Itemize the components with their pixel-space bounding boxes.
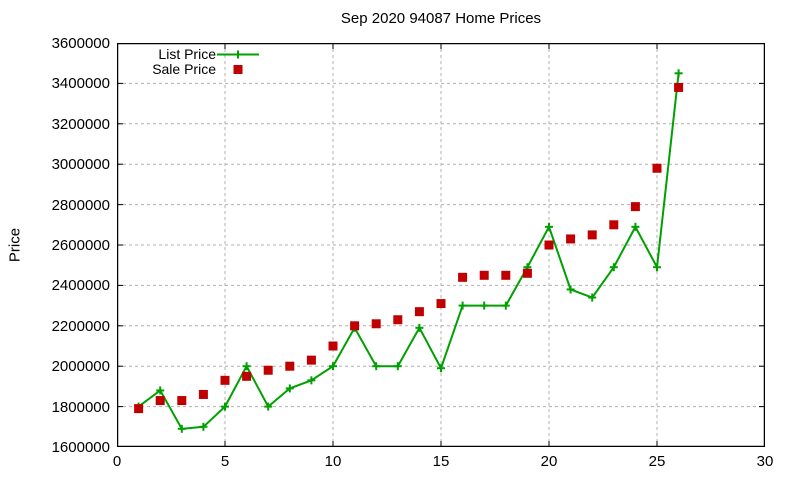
y-tick-label: 2800000: [51, 196, 110, 214]
legend-item-sale-price: Sale Price: [117, 62, 272, 77]
plot-canvas: [117, 43, 765, 447]
x-tick-label: 5: [220, 453, 230, 470]
x-tick-label: 25: [648, 453, 666, 470]
y-tick-label: 2600000: [51, 237, 110, 254]
legend-label: List Price: [158, 46, 216, 62]
y-tick-label: 3400000: [51, 75, 110, 93]
y-tick-label: 3000000: [51, 156, 110, 174]
y-tick-label: 3600000: [51, 35, 110, 52]
x-tick-label: 30: [756, 453, 774, 470]
chart-title: Sep 2020 94087 Home Prices: [340, 10, 542, 27]
y-tick-label: 2400000: [51, 277, 110, 295]
y-tick-label: 1800000: [51, 398, 110, 416]
square-marker-icon: [216, 62, 272, 77]
legend: List Price Sale Price: [117, 47, 272, 77]
y-tick-label: 2200000: [51, 317, 110, 335]
x-tick-label: 20: [540, 453, 558, 470]
legend-item-list-price: List Price: [117, 47, 272, 62]
y-tick-label: 1600000: [51, 439, 110, 456]
x-tick-label: 10: [324, 453, 342, 470]
legend-label: Sale Price: [152, 61, 216, 77]
y-tick-label: 3200000: [51, 115, 110, 133]
plot-area: List Price Sale Price: [117, 43, 765, 447]
y-tick-label: 2000000: [51, 358, 110, 376]
x-tick-label: 0: [112, 453, 122, 470]
x-tick-label: 15: [432, 453, 450, 470]
line-plus-marker-icon: [216, 47, 272, 62]
